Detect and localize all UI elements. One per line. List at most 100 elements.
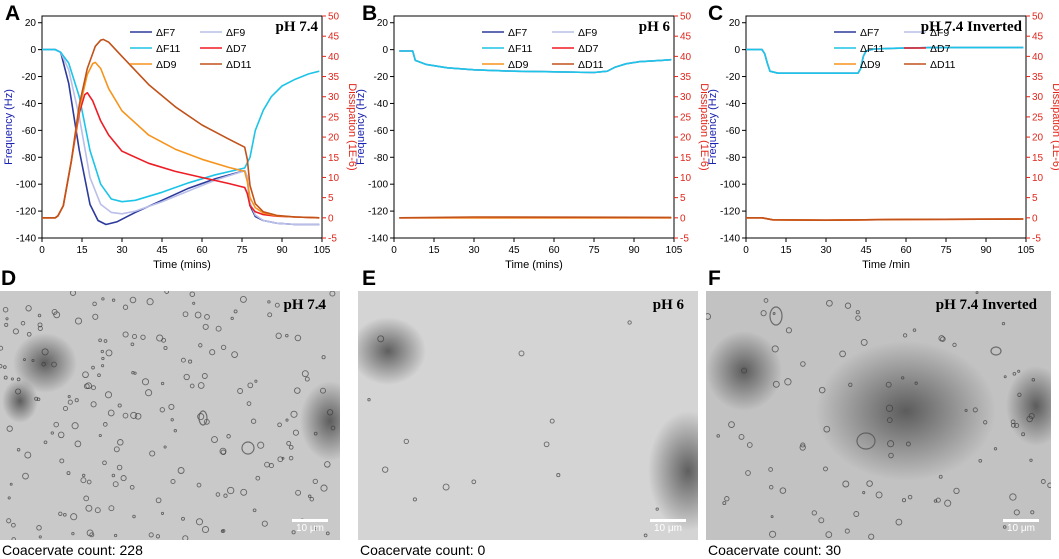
y-tick-label: -40 [726,99,741,110]
coacervate-droplet [277,422,282,428]
coacervate-droplet [953,487,960,495]
coacervate-droplet [86,479,92,485]
coacervate-droplet [74,317,83,325]
coacervate-droplet [471,479,477,485]
coacervate-droplet [92,313,99,320]
coacervate-droplet [198,343,203,348]
y-tick-label: -80 [374,153,389,164]
coacervate-droplet [367,398,371,402]
coacervate-droplet [1017,392,1022,397]
coacervate-droplet [180,357,186,363]
coacervate-count-ph74-inverted: Coacervate count: 30 [708,542,842,558]
y2-tick-label: 35 [680,72,692,83]
coacervate-droplet [952,342,957,348]
coacervate-droplet [655,507,659,511]
y-tick-label: -60 [22,126,37,137]
x-tick-label: 30 [116,245,128,256]
coacervate-droplet [163,445,167,449]
coacervate-count-ph74: Coacervate count: 228 [2,542,143,558]
coacervate-droplet [170,478,176,485]
coacervate-droplet [978,458,983,463]
coacervate-droplet [1040,479,1046,484]
scale-bar: 10 μm [292,519,328,534]
y2-tick-label: 50 [1032,12,1044,23]
coacervate-droplet [85,382,92,390]
micrograph-ph6: pH 6 10 μm [358,291,698,540]
coacervate-droplet [818,386,826,394]
coacervate-droplet [181,516,185,521]
y-tick-label: -80 [726,153,741,164]
coacervate-droplet [90,401,97,408]
coacervate-droplet [990,346,1002,356]
coacervate-droplet [811,510,817,516]
y2-tick-label: 20 [328,133,340,144]
coacervate-droplet [839,350,846,358]
y2-tick-label: 0 [680,213,686,224]
scale-bar-label: 10 μm [296,523,324,534]
coacervate-droplet [442,483,450,491]
legend-label: ΔF7 [508,27,527,39]
series-line-f11 [42,48,320,203]
y2-tick-label: 20 [1032,133,1044,144]
coacervate-droplet [763,298,769,303]
coacervate-droplet [92,301,97,307]
coacervate-droplet [182,311,189,318]
y-tick-label: -140 [720,234,740,245]
coacervate-droplet [324,461,331,468]
legend-label: ΔD7 [226,43,247,55]
coacervate-droplet [101,364,105,368]
coacervate-droplet [888,452,894,459]
coacervate-droplet [233,309,238,314]
scale-bar: 10 μm [650,519,686,534]
coacervate-droplet [26,331,32,337]
coacervate-droplet [131,371,135,375]
y2-tick-label: 10 [1032,173,1044,184]
coacervate-droplet [182,535,189,540]
coacervate-droplet [326,409,334,416]
coacervate-droplet [11,522,16,528]
coacervate-droplet [975,291,979,295]
coacervate-droplet [301,370,309,378]
coacervate-droplet [295,489,302,496]
y2-tick-label: 40 [680,52,692,63]
coacervate-droplet [116,464,123,471]
legend-label: ΔD11 [578,59,604,71]
coacervate-droplet [772,380,780,388]
legend-label: ΔF9 [226,27,245,39]
coacervate-droplet [226,434,231,439]
x-tick-label: 105 [1018,245,1035,256]
coacervate-droplet [117,439,124,446]
coacervate-droplet [875,491,883,499]
coacervate-droplet [267,312,273,318]
y2-tick-label: 25 [680,112,692,123]
y-tick-label: 0 [30,45,36,56]
coacervate-droplet [241,441,255,455]
coacervate-droplet [120,475,127,482]
coacervate-droplet [264,461,270,468]
coacervate-droplet [197,413,205,421]
coacervate-droplet [113,533,118,538]
coacervate-droplet [141,378,150,386]
panel-letter-e: E [362,267,377,290]
y2-tick-label: 35 [1032,72,1044,83]
coacervate-droplet [59,458,65,464]
micrograph-shadow [300,381,340,461]
micrograph-shadow [358,317,426,385]
coacervate-droplet [330,425,336,431]
y2-axis-label: Dissipation (1E-6) [1050,83,1059,170]
series-line-f9 [42,48,320,226]
coacervate-droplet [148,532,154,538]
y2-axis-label: Dissipation (1E-6) [698,83,710,170]
coacervate-droplet [230,316,234,321]
coacervate-droplet [204,314,210,320]
coacervate-droplet [0,363,3,369]
coacervate-droplet [257,441,265,449]
y2-tick-label: 50 [328,12,340,23]
coacervate-droplet [290,410,298,418]
coacervate-droplet [101,297,105,301]
coacervate-droplet [145,389,153,397]
coacervate-droplet [215,492,221,497]
coacervate-droplet [192,301,196,305]
coacervate-droplet [74,440,82,448]
coacervate-droplet [329,291,336,297]
